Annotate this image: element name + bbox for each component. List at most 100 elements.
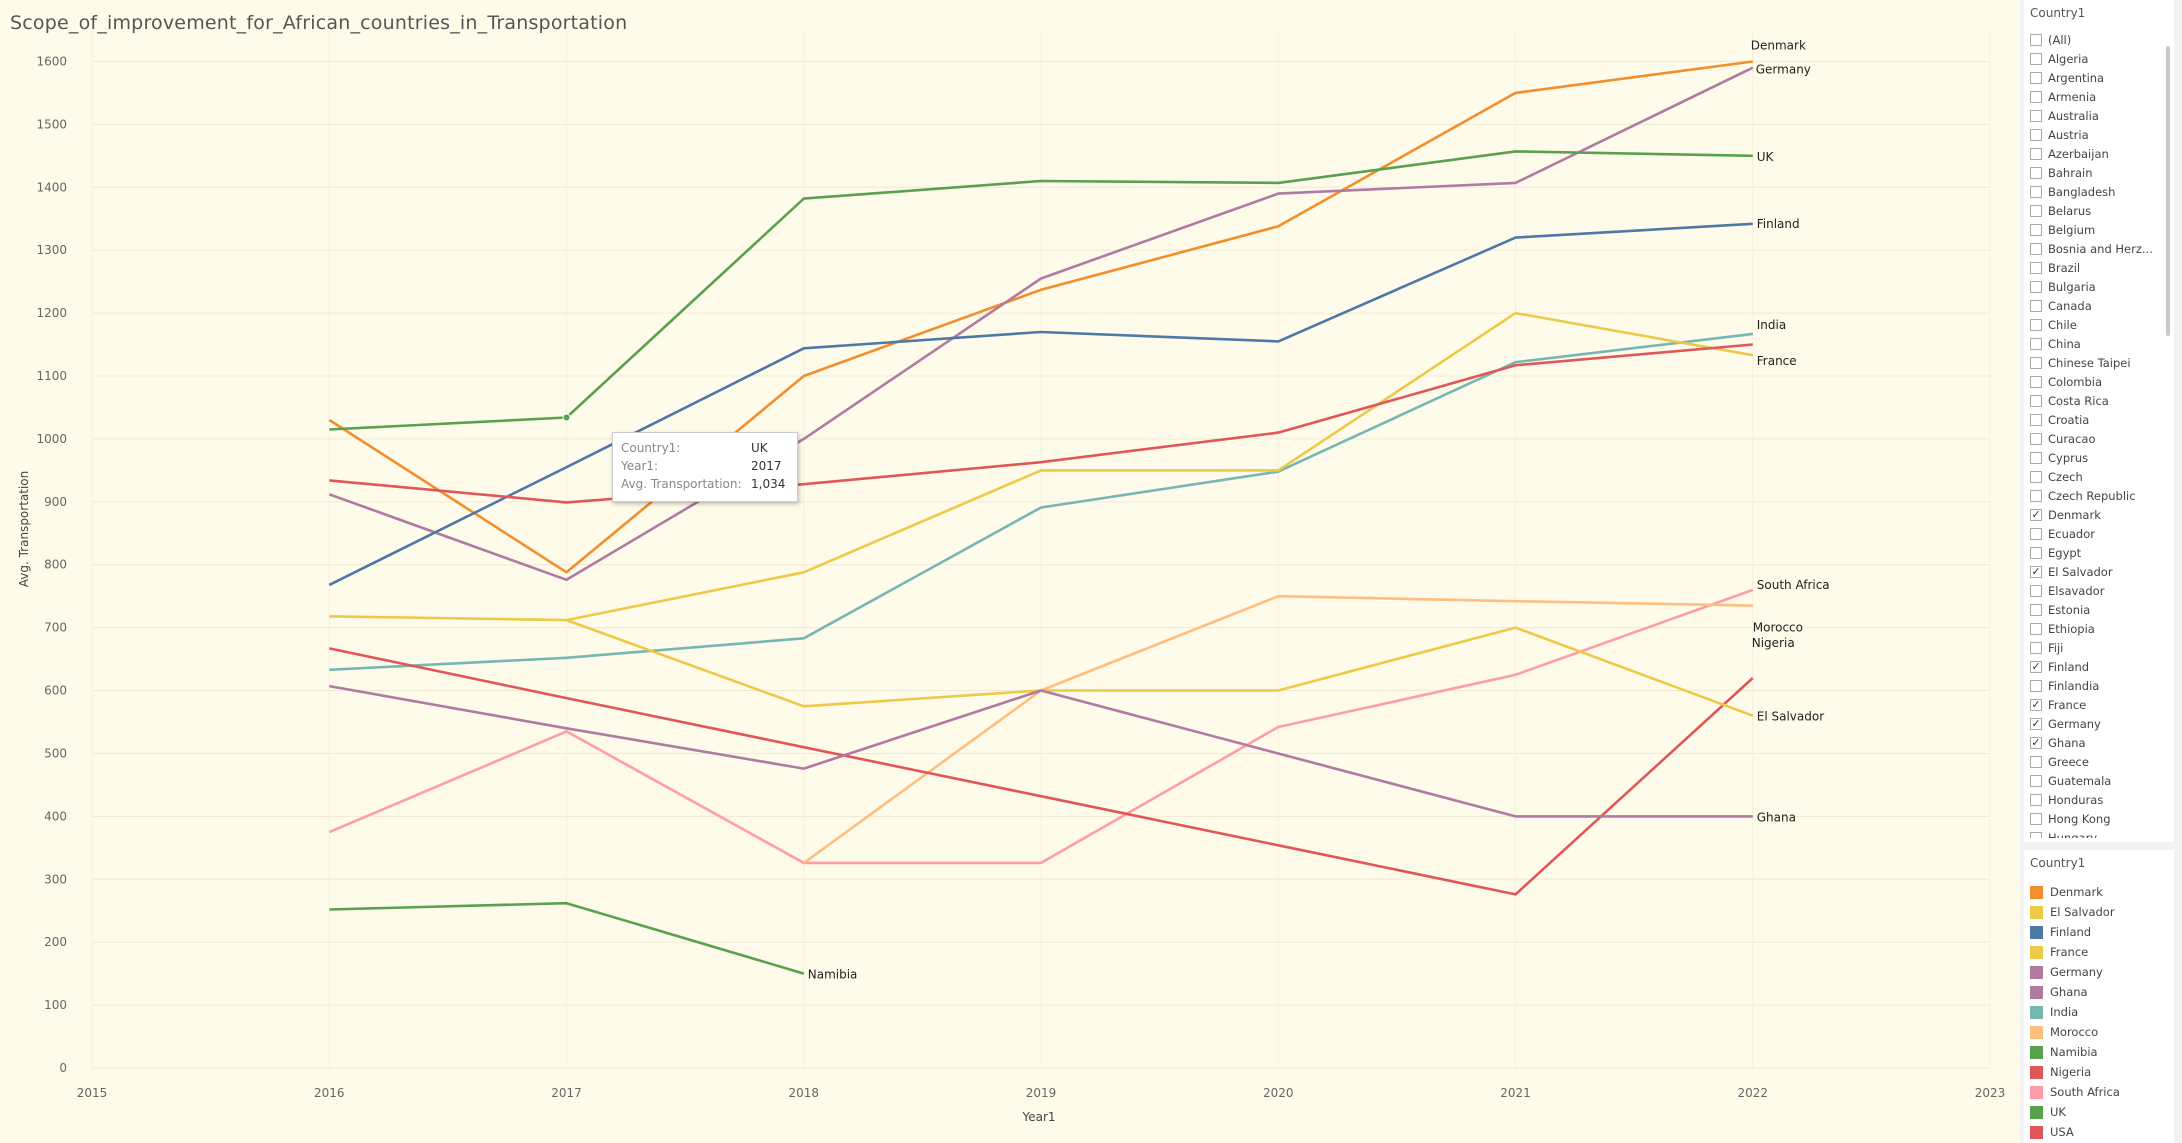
checkbox-icon[interactable] xyxy=(2030,774,2042,787)
filter-item[interactable]: Bosnia and Herz... xyxy=(2030,239,2162,258)
legend-item[interactable]: Finland xyxy=(2030,922,2170,942)
filter-item[interactable]: (All) xyxy=(2030,30,2162,49)
checkbox-icon[interactable] xyxy=(2030,375,2042,388)
filter-item[interactable]: Greece xyxy=(2030,752,2162,771)
filter-item[interactable]: Bahrain xyxy=(2030,163,2162,182)
filter-item[interactable]: ✓ El Salvador xyxy=(2030,562,2162,581)
filter-item[interactable]: Brazil xyxy=(2030,258,2162,277)
checkbox-icon[interactable] xyxy=(2030,204,2042,217)
filter-item[interactable]: China xyxy=(2030,334,2162,353)
checkbox-icon[interactable] xyxy=(2030,831,2042,838)
filter-item[interactable]: Belarus xyxy=(2030,201,2162,220)
legend-item[interactable]: Denmark xyxy=(2030,882,2170,902)
checkbox-checked-icon[interactable]: ✓ xyxy=(2030,697,2042,711)
filter-item[interactable]: ✓ Finland xyxy=(2030,657,2162,676)
filter-item[interactable]: Honduras xyxy=(2030,790,2162,809)
checkbox-icon[interactable] xyxy=(2030,71,2042,84)
checkbox-checked-icon[interactable]: ✓ xyxy=(2030,735,2042,749)
filter-item[interactable]: Costa Rica xyxy=(2030,391,2162,410)
checkbox-checked-icon[interactable]: ✓ xyxy=(2030,716,2042,730)
checkbox-icon[interactable] xyxy=(2030,242,2042,255)
checkbox-icon[interactable] xyxy=(2030,451,2042,464)
filter-item[interactable]: Argentina xyxy=(2030,68,2162,87)
filter-item[interactable]: Finlandia xyxy=(2030,676,2162,695)
checkbox-icon[interactable] xyxy=(2030,584,2042,597)
filter-list[interactable]: (All) Algeria Argentina Armenia Australia Aus… xyxy=(2030,30,2162,838)
filter-item[interactable]: Armenia xyxy=(2030,87,2162,106)
checkbox-icon[interactable] xyxy=(2030,337,2042,350)
checkbox-icon[interactable] xyxy=(2030,261,2042,274)
checkbox-icon[interactable] xyxy=(2030,185,2042,198)
legend-item[interactable]: El Salvador xyxy=(2030,902,2170,922)
filter-scrollbar[interactable] xyxy=(2166,46,2170,336)
checkbox-icon[interactable] xyxy=(2030,679,2042,692)
filter-item[interactable]: Bangladesh xyxy=(2030,182,2162,201)
filter-item[interactable]: Chinese Taipei xyxy=(2030,353,2162,372)
filter-item[interactable]: Elsavador xyxy=(2030,581,2162,600)
checkbox-icon[interactable] xyxy=(2030,812,2042,825)
filter-item[interactable]: Ecuador xyxy=(2030,524,2162,543)
legend-item[interactable]: France xyxy=(2030,942,2170,962)
checkbox-icon[interactable] xyxy=(2030,793,2042,806)
filter-item[interactable]: Egypt xyxy=(2030,543,2162,562)
checkbox-checked-icon[interactable]: ✓ xyxy=(2030,564,2042,578)
filter-item[interactable]: ✓ Denmark xyxy=(2030,505,2162,524)
filter-item[interactable]: Hungary xyxy=(2030,828,2162,838)
checkbox-icon[interactable] xyxy=(2030,299,2042,312)
filter-item[interactable]: Czech Republic xyxy=(2030,486,2162,505)
checkbox-icon[interactable] xyxy=(2030,318,2042,331)
checkbox-icon[interactable] xyxy=(2030,755,2042,768)
checkbox-icon[interactable] xyxy=(2030,52,2042,65)
checkbox-icon[interactable] xyxy=(2030,166,2042,179)
legend-item[interactable]: UK xyxy=(2030,1102,2170,1122)
legend-item[interactable]: India xyxy=(2030,1002,2170,1022)
filter-item[interactable]: Belgium xyxy=(2030,220,2162,239)
filter-item[interactable]: Colombia xyxy=(2030,372,2162,391)
checkbox-icon[interactable] xyxy=(2030,147,2042,160)
filter-item[interactable]: ✓ France xyxy=(2030,695,2162,714)
filter-item[interactable]: Ethiopia xyxy=(2030,619,2162,638)
checkbox-icon[interactable] xyxy=(2030,603,2042,616)
checkbox-icon[interactable] xyxy=(2030,356,2042,369)
checkbox-icon[interactable] xyxy=(2030,128,2042,141)
checkbox-icon[interactable] xyxy=(2030,432,2042,445)
filter-item[interactable]: Chile xyxy=(2030,315,2162,334)
checkbox-icon[interactable] xyxy=(2030,527,2042,540)
filter-item[interactable]: Australia xyxy=(2030,106,2162,125)
checkbox-icon[interactable] xyxy=(2030,394,2042,407)
filter-item[interactable]: Guatemala xyxy=(2030,771,2162,790)
checkbox-checked-icon[interactable]: ✓ xyxy=(2030,659,2042,673)
legend-item[interactable]: South Africa xyxy=(2030,1082,2170,1102)
checkbox-icon[interactable] xyxy=(2030,90,2042,103)
checkbox-icon[interactable] xyxy=(2030,470,2042,483)
filter-item[interactable]: Bulgaria xyxy=(2030,277,2162,296)
legend-item[interactable]: Germany xyxy=(2030,962,2170,982)
filter-item[interactable]: Austria xyxy=(2030,125,2162,144)
checkbox-icon[interactable] xyxy=(2030,641,2042,654)
filter-item[interactable]: Canada xyxy=(2030,296,2162,315)
checkbox-checked-icon[interactable]: ✓ xyxy=(2030,507,2042,521)
checkbox-icon[interactable] xyxy=(2030,33,2042,46)
checkbox-icon[interactable] xyxy=(2030,489,2042,502)
legend-item[interactable]: Namibia xyxy=(2030,1042,2170,1062)
legend-item[interactable]: USA xyxy=(2030,1122,2170,1142)
checkbox-icon[interactable] xyxy=(2030,546,2042,559)
checkbox-icon[interactable] xyxy=(2030,223,2042,236)
filter-item[interactable]: ✓ Germany xyxy=(2030,714,2162,733)
filter-item[interactable]: Curacao xyxy=(2030,429,2162,448)
legend-item[interactable]: Morocco xyxy=(2030,1022,2170,1042)
checkbox-icon[interactable] xyxy=(2030,109,2042,122)
filter-item[interactable]: Czech xyxy=(2030,467,2162,486)
checkbox-icon[interactable] xyxy=(2030,622,2042,635)
filter-item[interactable]: Algeria xyxy=(2030,49,2162,68)
checkbox-icon[interactable] xyxy=(2030,280,2042,293)
filter-item[interactable]: ✓ Ghana xyxy=(2030,733,2162,752)
legend-item[interactable]: Ghana xyxy=(2030,982,2170,1002)
filter-item[interactable]: Estonia xyxy=(2030,600,2162,619)
filter-item[interactable]: Hong Kong xyxy=(2030,809,2162,828)
legend-item[interactable]: Nigeria xyxy=(2030,1062,2170,1082)
filter-item[interactable]: Cyprus xyxy=(2030,448,2162,467)
filter-item[interactable]: Azerbaijan xyxy=(2030,144,2162,163)
filter-item[interactable]: Fiji xyxy=(2030,638,2162,657)
filter-item[interactable]: Croatia xyxy=(2030,410,2162,429)
